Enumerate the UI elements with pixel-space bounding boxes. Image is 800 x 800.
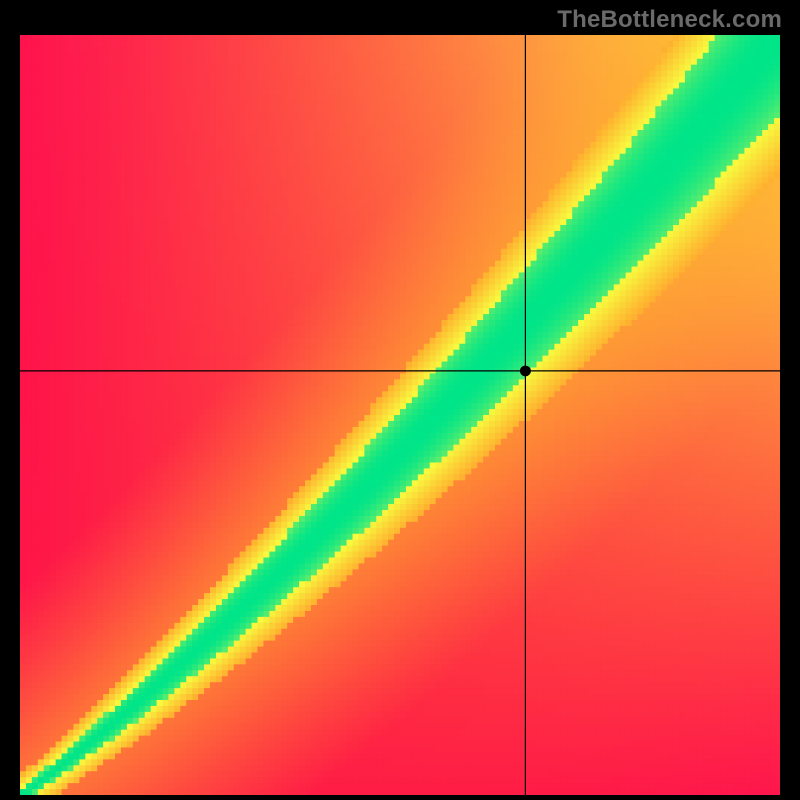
chart-frame: TheBottleneck.com [0,0,800,800]
bottleneck-heatmap [20,35,780,795]
watermark-text: TheBottleneck.com [557,6,782,34]
